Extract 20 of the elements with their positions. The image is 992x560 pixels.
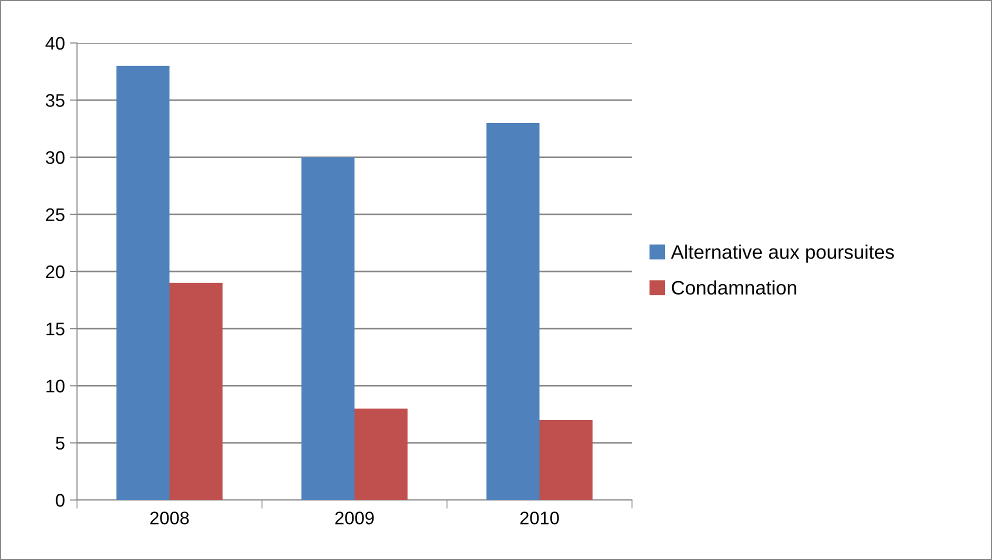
- x-tick-label: 2010: [520, 512, 559, 524]
- bar: [301, 157, 354, 500]
- y-tick-label: 10: [46, 380, 64, 392]
- bar: [170, 282, 223, 500]
- y-tick-label: 0: [56, 494, 64, 507]
- bar: [354, 408, 408, 500]
- bar: [486, 122, 540, 500]
- x-tick-label: 2008: [150, 512, 189, 524]
- x-tick-label: 2009: [335, 512, 374, 524]
- legend-label: Condamnation: [672, 280, 796, 295]
- y-tick-label: 40: [46, 36, 64, 50]
- y-tick-label: 20: [46, 265, 64, 278]
- bar: [116, 66, 170, 500]
- y-tick-label: 5: [56, 436, 64, 450]
- y-tick-label: 30: [46, 151, 64, 164]
- y-tick-label: 35: [46, 94, 64, 107]
- legend-label: Alternative aux poursuites: [670, 244, 894, 263]
- bar: [540, 420, 593, 500]
- y-tick-label: 15: [46, 322, 64, 336]
- y-tick-label: 25: [46, 208, 64, 222]
